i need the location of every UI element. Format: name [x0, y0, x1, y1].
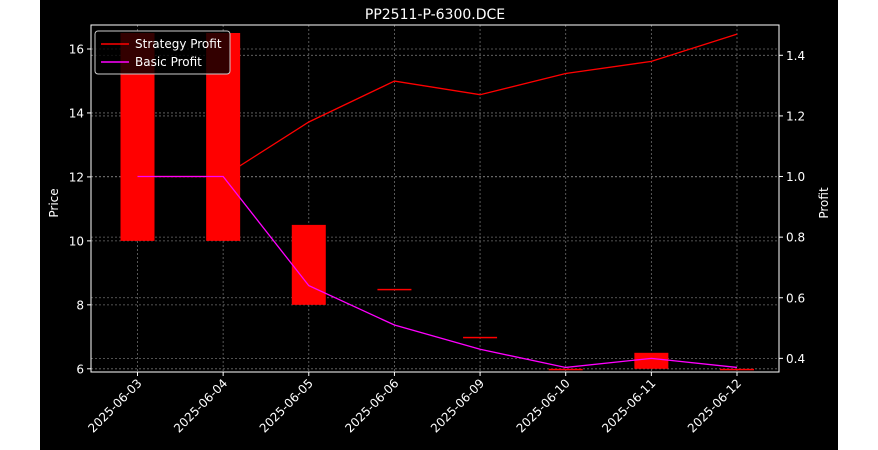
legend-box: [94, 30, 231, 75]
y-axis-label-right: Profit: [817, 187, 831, 219]
right-tick-label: 0.4: [786, 352, 805, 366]
candle-2025-06-10: [548, 368, 583, 371]
right-tick-label: 1.2: [786, 109, 805, 123]
right-tick-label: 1.0: [786, 170, 805, 184]
candle-2025-06-11: [634, 352, 669, 369]
legend-label-basic-profit: Basic Profit: [135, 55, 202, 69]
candle-2025-06-05: [291, 224, 326, 305]
left-tick-label: 16: [69, 42, 84, 56]
line-strategy-profit: [137, 33, 738, 178]
figure-background: [40, 0, 838, 450]
legend: Strategy Profit Basic Profit: [94, 30, 231, 75]
y-axis-label-left: Price: [47, 188, 61, 217]
right-tick-label: 0.8: [786, 231, 805, 245]
candle-2025-06-12: [720, 368, 754, 371]
right-tick-label: 0.6: [786, 291, 805, 305]
plot-frame: [90, 24, 780, 373]
right-tick-label: 1.4: [786, 49, 805, 63]
legend-label-strategy-profit: Strategy Profit: [135, 37, 222, 51]
candle-2025-06-06: [377, 288, 412, 291]
left-tick-label: 10: [69, 234, 84, 248]
left-tick-label: 12: [69, 170, 84, 184]
grid-lines: [91, 25, 779, 372]
candle-2025-06-09: [463, 336, 498, 339]
left-tick-label: 14: [69, 106, 84, 120]
right-axis: 0.4 0.6 0.8 1.0 1.2 1.4: [779, 49, 805, 366]
left-axis: 6 8 10 12 14 16: [69, 42, 91, 376]
chart-title: PP2511-P-6300.DCE: [365, 7, 505, 23]
left-tick-label: 6: [76, 362, 84, 376]
line-basic-profit: [137, 175, 738, 369]
profit-lines-layer: [137, 33, 738, 369]
left-tick-label: 8: [76, 298, 84, 312]
